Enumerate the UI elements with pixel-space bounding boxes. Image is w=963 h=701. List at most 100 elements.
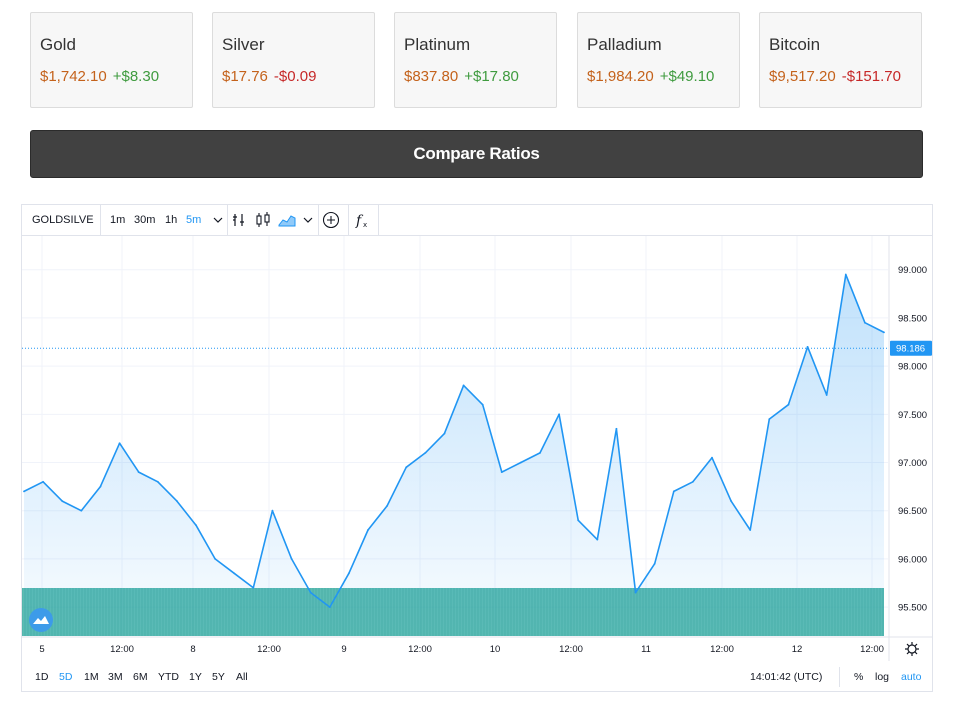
price-card-platinum[interactable]: Platinum $837.80 +$17.80: [394, 12, 557, 108]
chevron-down-icon[interactable]: [208, 210, 228, 230]
range-1d[interactable]: 1D: [35, 671, 49, 683]
range-bar-divider: [839, 667, 840, 687]
x-tick-label: 12:00: [559, 644, 583, 655]
series-point: [156, 480, 159, 483]
x-tick-label: 12:00: [710, 644, 734, 655]
add-compare-icon[interactable]: [321, 210, 341, 230]
symbol-search[interactable]: GOLDSILVER: [32, 214, 94, 226]
series-point: [252, 586, 255, 589]
series-point: [328, 606, 331, 608]
settings-gear-icon[interactable]: [905, 642, 919, 656]
series-point: [672, 490, 675, 493]
series-point: [214, 557, 217, 560]
series-point: [863, 321, 866, 324]
price-axis[interactable]: 99.000 98.500 98.000 97.500 97.000 96.500 96.0…: [898, 265, 927, 613]
toolbar-divider: [348, 205, 349, 235]
series-point: [443, 432, 446, 435]
x-tick-label: 12:00: [860, 644, 884, 655]
series-point: [749, 529, 752, 531]
range-ytd[interactable]: YTD: [158, 671, 179, 683]
series-point: [481, 403, 484, 406]
range-1y[interactable]: 1Y: [189, 671, 202, 683]
series-point: [80, 509, 83, 512]
y-tick-label: 98.000: [898, 362, 927, 373]
series-point: [768, 418, 771, 421]
percent-toggle[interactable]: %: [854, 671, 864, 683]
card-name: Bitcoin: [769, 35, 821, 54]
series-point: [405, 466, 408, 469]
price-card-gold[interactable]: Gold $1,742.10 +$8.30: [30, 12, 193, 108]
series-point: [711, 456, 713, 459]
series-point: [462, 384, 465, 387]
time-axis[interactable]: 5 12:00 8 12:00 9 12:00 10 12:00 11 12:00 12 12:00: [39, 644, 884, 655]
compare-ratios-button[interactable]: Compare Ratios: [30, 130, 923, 178]
x-tick-label: 12:00: [257, 644, 281, 655]
price-card-bitcoin[interactable]: Bitcoin $9,517.20 -$151.70: [759, 12, 922, 108]
utc-clock[interactable]: 14:01:42 (UTC): [750, 671, 823, 683]
y-tick-label: 99.000: [898, 265, 927, 276]
range-all[interactable]: All: [236, 671, 248, 683]
y-tick-label: 96.500: [898, 506, 927, 517]
y-tick-label: 97.000: [898, 458, 927, 469]
series-point: [825, 394, 828, 396]
series-point: [844, 273, 847, 276]
series-point: [367, 529, 369, 531]
range-5d[interactable]: 5D: [59, 671, 73, 683]
range-1m[interactable]: 1M: [84, 671, 99, 683]
price-card-palladium[interactable]: Palladium $1,984.20 +$49.10: [577, 12, 740, 108]
card-price: $837.80: [404, 68, 459, 85]
series-point: [99, 485, 102, 488]
series-point: [23, 490, 25, 493]
fx-icon[interactable]: f x: [353, 210, 373, 230]
card-change: -$151.70: [841, 68, 901, 85]
indicators-icon[interactable]: [229, 210, 249, 230]
series-point: [118, 442, 121, 445]
x-tick-label: 10: [490, 644, 501, 655]
card-name: Platinum: [404, 35, 471, 54]
range-5y[interactable]: 5Y: [212, 671, 225, 683]
series-point: [806, 345, 809, 348]
series-point: [730, 500, 733, 502]
card-price: $1,984.20: [587, 68, 654, 85]
card-name: Silver: [222, 35, 265, 54]
interval-30m[interactable]: 30m: [134, 214, 156, 226]
range-3m[interactable]: 3M: [108, 671, 123, 683]
price-cards: Gold $1,742.10 +$8.30 Silver $17.76 -$0.09…: [30, 12, 923, 108]
auto-toggle[interactable]: auto: [901, 671, 922, 683]
series-point: [577, 519, 580, 522]
x-tick-label: 11: [641, 644, 651, 655]
series-point: [195, 524, 197, 527]
toolbar-divider: [227, 205, 228, 235]
interval-5m[interactable]: 5m: [186, 214, 202, 226]
y-tick-label: 95.500: [898, 603, 927, 614]
toolbar-divider: [100, 205, 101, 235]
card-price: $9,517.20: [769, 68, 836, 85]
range-6m[interactable]: 6M: [133, 671, 148, 683]
card-name: Gold: [40, 35, 76, 54]
price-area-fill: [24, 274, 884, 636]
x-tick-label: 9: [341, 644, 346, 655]
toolbar-divider: [318, 205, 319, 235]
price-series-line: [23, 273, 885, 608]
y-tick-label: 97.500: [898, 410, 927, 421]
tradingview-logo[interactable]: [29, 608, 53, 632]
x-tick-label: 12:00: [110, 644, 134, 655]
price-chart[interactable]: 99.000 98.500 98.000 97.500 97.000 96.500 96.0…: [22, 236, 932, 661]
log-toggle[interactable]: log: [875, 671, 890, 683]
card-change: -$0.09: [273, 68, 317, 85]
area-icon[interactable]: [277, 210, 297, 230]
candles-icon[interactable]: [253, 210, 273, 230]
price-card-silver[interactable]: Silver $17.76 -$0.09: [212, 12, 375, 108]
interval-1m[interactable]: 1m: [110, 214, 126, 226]
series-point: [271, 509, 274, 512]
toolbar-divider: [378, 205, 379, 235]
x-tick-label: 12: [792, 644, 803, 655]
series-points: [23, 273, 885, 608]
series-point: [787, 403, 790, 406]
y-tick-label: 98.500: [898, 313, 927, 324]
series-point: [175, 500, 178, 502]
series-point: [615, 427, 618, 430]
series-point: [347, 572, 350, 575]
interval-1h[interactable]: 1h: [165, 214, 178, 226]
chevron-down-icon[interactable]: [298, 210, 318, 230]
